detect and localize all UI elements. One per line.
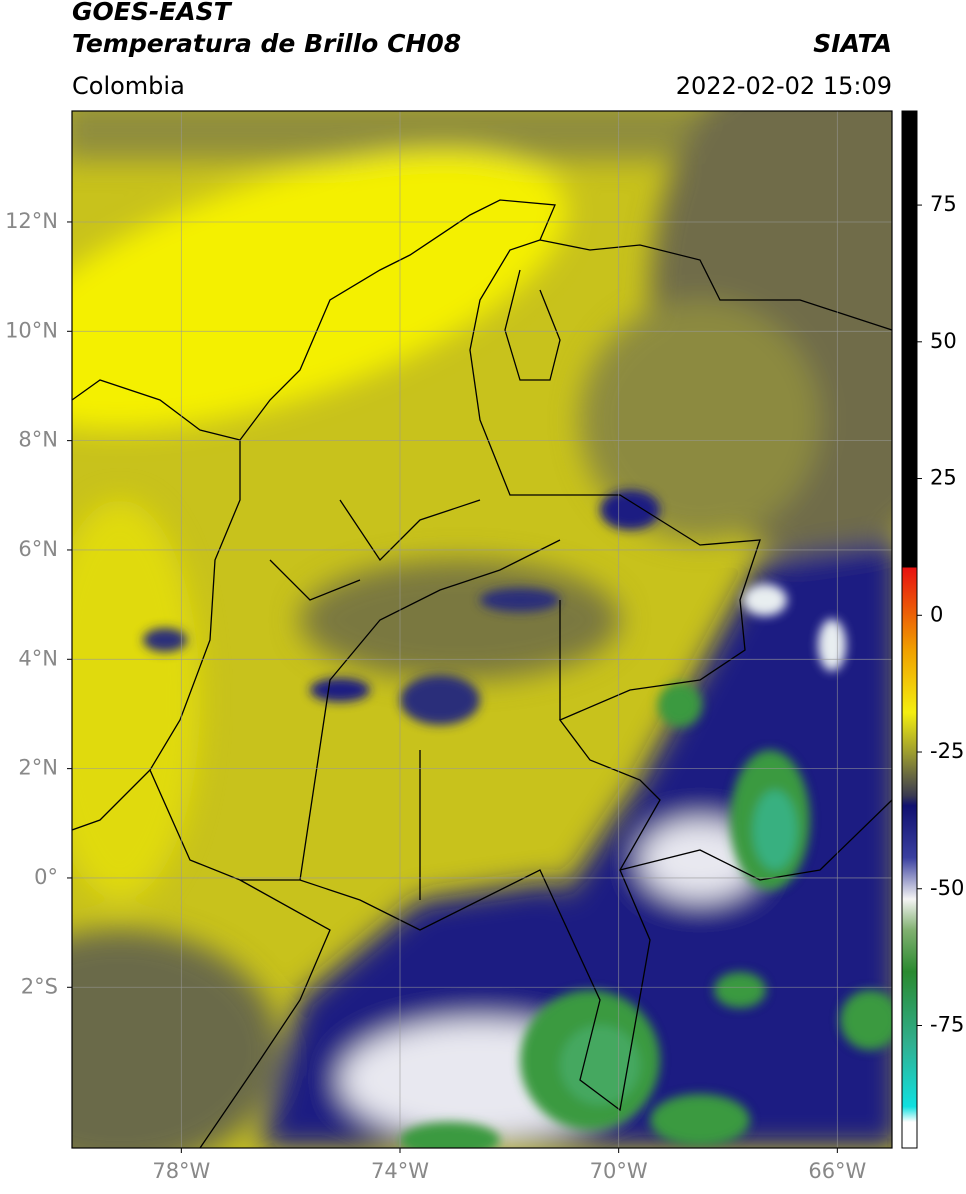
title: Temperatura de Brillo CH08 bbox=[72, 29, 461, 58]
map-frame bbox=[71, 110, 893, 1149]
y-tick-label: 2°N bbox=[18, 756, 58, 780]
y-tick-label: 8°N bbox=[18, 428, 58, 452]
y-tick-label: 10°N bbox=[5, 318, 58, 342]
datetime: 2022-02-02 15:09 bbox=[676, 72, 892, 100]
x-tick-label: 70°W bbox=[590, 1159, 648, 1183]
colorbar-tick-label: -75 bbox=[930, 1012, 964, 1036]
y-tick-label: 12°N bbox=[5, 209, 58, 233]
y-tick-label: 0° bbox=[34, 865, 58, 889]
y-tick-label: 6°N bbox=[18, 537, 58, 561]
colorbar-tick-label: 25 bbox=[930, 466, 957, 490]
colorbar-tick-label: 75 bbox=[930, 192, 957, 216]
x-tick-label: 66°W bbox=[808, 1159, 866, 1183]
colorbar-tick-label: 0 bbox=[930, 602, 943, 626]
satellite-image bbox=[72, 111, 892, 1148]
x-tick-label: 74°W bbox=[371, 1159, 429, 1183]
x-tick-label: 78°W bbox=[152, 1159, 210, 1183]
title: GOES-EAST bbox=[72, 0, 233, 26]
y-tick-label: 2°S bbox=[21, 974, 58, 998]
colorbar bbox=[901, 110, 918, 1149]
colorbar-tick-label: -50 bbox=[930, 876, 964, 900]
colorbar-tick-label: 50 bbox=[930, 329, 957, 353]
source: SIATA bbox=[813, 29, 892, 58]
region: Colombia bbox=[72, 72, 185, 100]
colorbar-tick-label: -25 bbox=[930, 739, 964, 763]
y-tick-label: 4°N bbox=[18, 646, 58, 670]
